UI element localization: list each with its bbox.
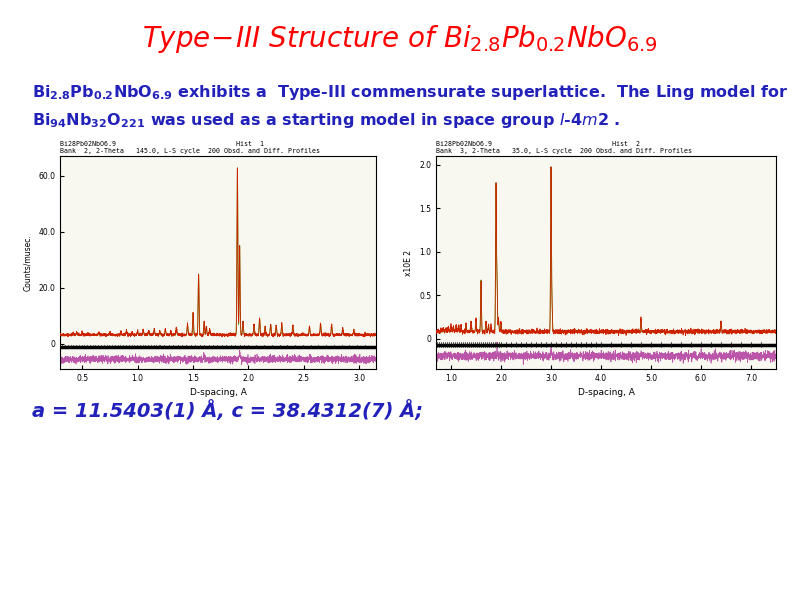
Text: a = 11.5403(1) Å, c = 38.4312(7) Å;: a = 11.5403(1) Å, c = 38.4312(7) Å; [32, 401, 423, 421]
Text: $\mathbf{Bi_{94}Nb_{32}O_{221}}$ was used as a starting model in space group $\m: $\mathbf{Bi_{94}Nb_{32}O_{221}}$ was use… [32, 110, 620, 130]
Y-axis label: Counts/musec.: Counts/musec. [23, 234, 33, 291]
X-axis label: D-spacing, A: D-spacing, A [190, 388, 246, 397]
Text: $\mathbf{Bi_{2.8}Pb_{0.2}NbO_{6.9}}$ exhibits a  Type-III commensurate superlatt: $\mathbf{Bi_{2.8}Pb_{0.2}NbO_{6.9}}$ exh… [32, 83, 788, 103]
Text: Bi28Pb02NbO6.9                              Hist  2
Bank  3, 2-Theta   35.0, L-S: Bi28Pb02NbO6.9 Hist 2 Bank 3, 2-Theta 35… [436, 141, 692, 154]
Text: $\mathbf{\mathit{Type\!-\!III\ Structure\ of\ Bi_{2.8}Pb_{0.2}NbO_{6.9}}}$: $\mathbf{\mathit{Type\!-\!III\ Structure… [142, 23, 658, 55]
X-axis label: D-spacing, A: D-spacing, A [578, 388, 634, 397]
Text: Bi28Pb02NbO6.9                              Hist  1
Bank  2, 2-Theta   145.0, L-: Bi28Pb02NbO6.9 Hist 1 Bank 2, 2-Theta 14… [60, 141, 320, 154]
Y-axis label: x10E 2: x10E 2 [405, 250, 414, 275]
